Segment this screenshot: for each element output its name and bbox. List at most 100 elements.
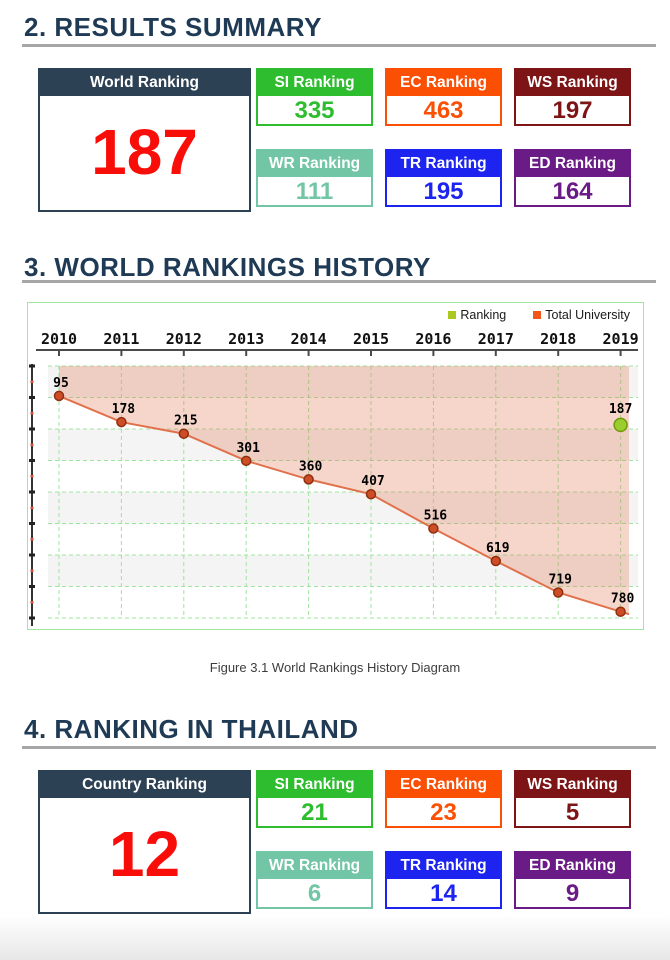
data-point <box>428 523 439 534</box>
legend-label-ranking: Ranking <box>460 308 507 322</box>
plot-band <box>48 397 638 429</box>
ec-ranking-card: EC Ranking 463 <box>385 68 502 126</box>
data-point <box>615 606 626 617</box>
world-ranking-card: World Ranking 187 <box>38 68 251 212</box>
data-point-label: 95 <box>53 376 69 391</box>
data-point-label: 360 <box>299 459 323 474</box>
country-ranking-label: Country Ranking <box>40 772 249 798</box>
tr-ranking-card-th: TR Ranking 14 <box>385 851 502 909</box>
y-major-tick <box>29 522 35 525</box>
data-point <box>53 390 65 402</box>
world-ranking-label: World Ranking <box>40 70 249 96</box>
data-point-label: 719 <box>548 572 571 587</box>
si-ranking-value: 21 <box>301 799 328 826</box>
ranking-point-label: 187 <box>609 402 632 417</box>
y-minor-tick <box>30 506 34 510</box>
ws-ranking-label: WS Ranking <box>516 70 629 96</box>
plot-band <box>48 366 638 398</box>
x-tick-label: 2012 <box>166 330 202 348</box>
legend-swatch-ranking <box>448 311 457 319</box>
si-ranking-card-th: SI Ranking 21 <box>256 770 373 828</box>
line-chart-canvas: 2010 2011 2012 2013 2014 2015 2016 2017 2018 2019… <box>29 330 639 626</box>
y-major-tick <box>29 427 35 431</box>
ranking-point <box>613 417 628 433</box>
legend-item-ranking: Ranking <box>448 308 506 322</box>
wr-ranking-value: 111 <box>295 178 334 205</box>
data-point-label: 178 <box>112 402 136 417</box>
tr-ranking-value: 14 <box>430 880 457 907</box>
section-heading-world-rankings-history: 3. WORLD RANKINGS HISTORY <box>24 252 431 282</box>
y-minor-tick <box>30 443 34 447</box>
world-rankings-history-chart: Ranking Total University 2010 2011 2012 201… <box>27 302 644 630</box>
y-major-tick <box>29 490 35 494</box>
data-point <box>240 455 252 467</box>
ws-ranking-card-th: WS Ranking 5 <box>514 770 631 828</box>
si-ranking-card: SI Ranking 335 <box>256 68 373 126</box>
data-point <box>552 587 564 598</box>
ec-ranking-value: 23 <box>430 799 457 826</box>
ed-ranking-label: ED Ranking <box>516 853 629 879</box>
y-minor-tick <box>30 412 34 415</box>
x-tick-label: 2015 <box>353 330 389 348</box>
wr-ranking-value: 6 <box>307 880 322 907</box>
ed-ranking-card: ED Ranking 164 <box>514 149 631 207</box>
gridlines <box>48 365 638 619</box>
si-ranking-value: 335 <box>294 97 335 124</box>
heading-rule <box>22 44 656 47</box>
page-bottom-shade <box>0 915 670 960</box>
figure-caption: Figure 3.1 World Rankings History Diagra… <box>209 660 461 675</box>
data-point-label: 301 <box>236 441 260 456</box>
heading-rule <box>22 280 656 283</box>
y-major-tick <box>29 459 35 462</box>
tr-ranking-value: 195 <box>423 178 464 205</box>
country-ranking-card: Country Ranking 12 <box>38 770 251 914</box>
plot-band <box>48 555 638 587</box>
wr-ranking-card: WR Ranking 111 <box>256 149 373 207</box>
tr-ranking-card: TR Ranking 195 <box>385 149 502 207</box>
country-ranking-value: 12 <box>108 818 181 890</box>
x-tick-label: 2014 <box>291 330 327 348</box>
ws-ranking-value: 197 <box>552 97 593 124</box>
data-point-label: 619 <box>486 541 509 556</box>
y-minor-tick <box>30 380 34 384</box>
legend-label-total-university: Total University <box>545 308 630 322</box>
ed-ranking-value: 164 <box>552 178 593 205</box>
ec-ranking-label: EC Ranking <box>387 772 500 798</box>
wr-ranking-card-th: WR Ranking 6 <box>256 851 373 909</box>
ec-ranking-label: EC Ranking <box>387 70 500 96</box>
ec-ranking-card-th: EC Ranking 23 <box>385 770 502 828</box>
plot-band <box>48 492 638 524</box>
section-heading-ranking-in-thailand: 4. RANKING IN THAILAND <box>24 714 359 744</box>
si-ranking-label: SI Ranking <box>258 772 371 798</box>
x-tick-label: 2017 <box>478 330 514 348</box>
x-tick-label: 2011 <box>103 330 139 348</box>
y-minor-tick <box>30 538 34 541</box>
x-tick-label: 2016 <box>415 330 451 348</box>
x-tick-label: 2013 <box>228 330 264 348</box>
y-minor-tick <box>30 601 34 604</box>
legend-item-total-university: Total University <box>533 308 630 322</box>
legend-swatch-total-university <box>533 311 542 319</box>
y-minor-tick <box>30 569 34 573</box>
wr-ranking-label: WR Ranking <box>258 853 371 879</box>
y-major-tick <box>29 585 35 588</box>
chart-legend: Ranking Total University <box>448 308 630 322</box>
data-point <box>303 474 314 485</box>
x-tick-label: 2010 <box>41 330 77 348</box>
y-major-tick <box>29 396 35 399</box>
section-heading-results-summary: 2. RESULTS SUMMARY <box>24 12 322 42</box>
ws-ranking-card: WS Ranking 197 <box>514 68 631 126</box>
plot-band <box>48 523 638 555</box>
tr-ranking-label: TR Ranking <box>387 151 500 177</box>
data-point-label: 780 <box>611 592 635 607</box>
ed-ranking-card-th: ED Ranking 9 <box>514 851 631 909</box>
y-major-tick <box>29 364 35 368</box>
data-point-label: 516 <box>424 509 448 524</box>
plot-band <box>48 429 638 461</box>
plot-band <box>48 586 638 618</box>
ws-ranking-value: 5 <box>565 799 580 826</box>
data-point-label: 407 <box>361 474 384 489</box>
heading-rule <box>22 746 656 749</box>
y-major-tick <box>29 616 35 620</box>
